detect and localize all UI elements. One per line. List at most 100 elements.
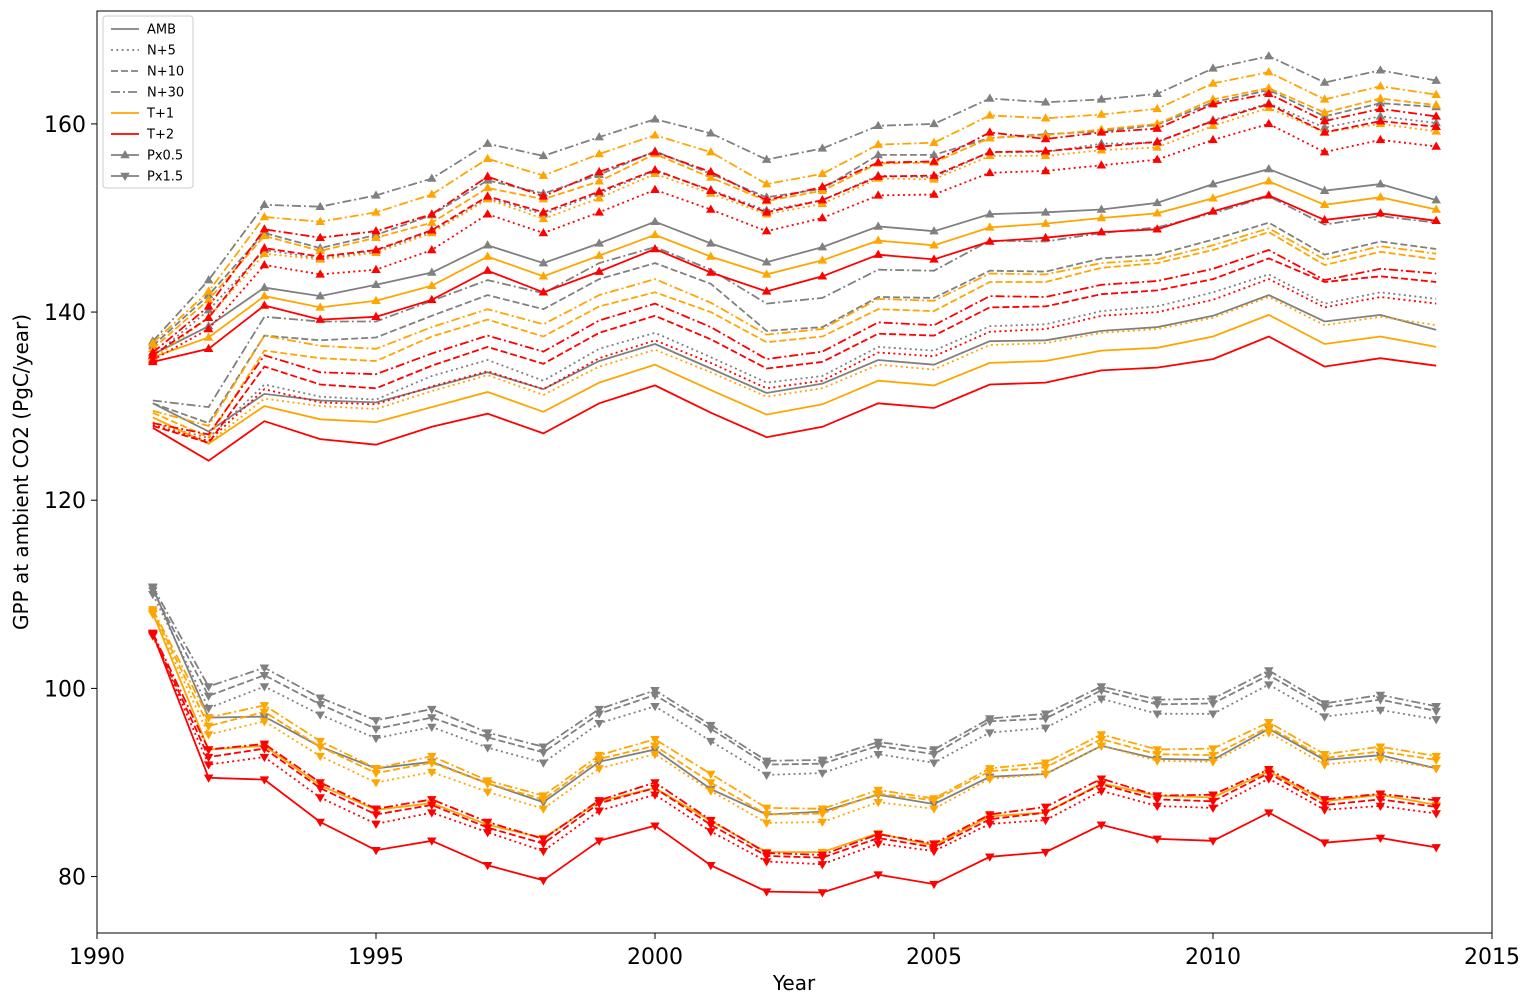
data-point bbox=[761, 804, 772, 813]
data-point bbox=[1319, 796, 1330, 805]
data-point bbox=[985, 853, 995, 862]
data-point bbox=[1431, 752, 1441, 762]
data-point bbox=[817, 181, 828, 191]
data-point bbox=[1152, 710, 1162, 719]
series-line bbox=[152, 221, 1437, 425]
data-point bbox=[706, 737, 716, 747]
data-point bbox=[315, 784, 325, 794]
data-point bbox=[315, 269, 325, 278]
data-point bbox=[427, 809, 437, 818]
y-tick-label: 100 bbox=[44, 677, 86, 702]
data-point bbox=[929, 226, 939, 235]
data-point bbox=[1375, 65, 1386, 74]
data-point bbox=[929, 795, 939, 804]
data-point bbox=[761, 757, 772, 766]
data-point bbox=[761, 179, 772, 188]
data-point bbox=[1375, 192, 1386, 201]
series-px05-23 bbox=[148, 88, 1441, 356]
data-point bbox=[1096, 94, 1107, 103]
data-point bbox=[1208, 758, 1218, 767]
data-point bbox=[371, 207, 381, 216]
legend-label: T+2 bbox=[146, 128, 174, 143]
legend-label: Px0.5 bbox=[147, 149, 183, 164]
data-point bbox=[650, 779, 660, 788]
data-point bbox=[650, 130, 660, 139]
data-point bbox=[259, 224, 270, 233]
data-point bbox=[538, 847, 549, 857]
data-point bbox=[1319, 713, 1330, 722]
data-point bbox=[371, 820, 381, 829]
data-point bbox=[594, 705, 604, 715]
series-line bbox=[152, 257, 1437, 444]
data-point bbox=[1319, 801, 1330, 811]
data-point bbox=[1319, 107, 1330, 116]
data-point bbox=[1208, 751, 1218, 761]
data-point bbox=[203, 286, 214, 295]
data-point bbox=[706, 166, 716, 176]
data-point bbox=[1208, 804, 1218, 813]
data-point bbox=[1040, 759, 1051, 768]
data-point bbox=[427, 752, 437, 762]
legend: AMB N+5 N+10 N+30 T+1 T+2 Px0.5 Px1.5 bbox=[102, 15, 194, 189]
series-line bbox=[151, 610, 1437, 816]
data-point bbox=[1319, 199, 1330, 209]
data-point bbox=[1040, 165, 1051, 175]
data-point bbox=[1208, 94, 1218, 103]
data-point bbox=[315, 752, 325, 762]
data-point bbox=[315, 694, 325, 703]
data-point bbox=[1208, 791, 1218, 800]
data-point bbox=[203, 753, 214, 763]
data-point bbox=[1431, 810, 1441, 819]
data-point bbox=[1040, 724, 1051, 733]
data-point bbox=[706, 251, 716, 260]
data-point bbox=[1208, 134, 1218, 144]
legend-label: N+5 bbox=[147, 44, 176, 59]
data-point bbox=[315, 711, 325, 720]
data-point bbox=[371, 735, 381, 744]
data-point bbox=[1152, 208, 1162, 217]
data-point bbox=[427, 759, 437, 768]
legend-label: N+30 bbox=[147, 86, 184, 101]
data-point bbox=[1040, 803, 1051, 812]
data-point bbox=[259, 291, 270, 300]
data-point bbox=[1375, 755, 1386, 764]
data-point bbox=[538, 287, 549, 296]
data-point bbox=[203, 323, 214, 333]
data-point bbox=[1096, 695, 1107, 704]
data-point bbox=[706, 128, 716, 137]
data-point bbox=[1375, 134, 1386, 144]
data-point bbox=[929, 750, 939, 760]
data-point bbox=[203, 774, 214, 783]
y-tick-label: 160 bbox=[44, 113, 86, 138]
series-line bbox=[152, 249, 1437, 436]
data-point bbox=[315, 232, 325, 241]
data-point bbox=[427, 267, 437, 276]
legend-entry: N+30 bbox=[111, 86, 184, 101]
series-line bbox=[152, 168, 1437, 356]
data-point bbox=[427, 209, 437, 218]
data-point bbox=[315, 201, 325, 210]
data-point bbox=[371, 765, 381, 774]
legend-label: N+10 bbox=[147, 65, 184, 80]
data-point bbox=[1375, 208, 1386, 217]
data-point bbox=[427, 768, 437, 778]
data-point bbox=[1264, 809, 1274, 818]
data-point bbox=[1264, 729, 1274, 738]
data-point bbox=[427, 796, 437, 805]
data-point bbox=[1375, 790, 1386, 799]
data-point bbox=[594, 751, 604, 761]
data-point bbox=[148, 338, 158, 347]
data-point bbox=[315, 818, 325, 827]
data-point bbox=[594, 186, 604, 195]
data-point bbox=[148, 347, 158, 356]
data-point bbox=[873, 190, 883, 199]
data-point bbox=[1040, 97, 1051, 106]
series-line bbox=[152, 608, 1437, 810]
data-point bbox=[538, 805, 549, 814]
data-point bbox=[1040, 133, 1051, 143]
series-line bbox=[152, 231, 1437, 439]
data-point bbox=[259, 702, 270, 711]
data-point bbox=[1152, 701, 1162, 710]
data-point bbox=[1096, 204, 1107, 213]
data-point bbox=[203, 746, 214, 755]
